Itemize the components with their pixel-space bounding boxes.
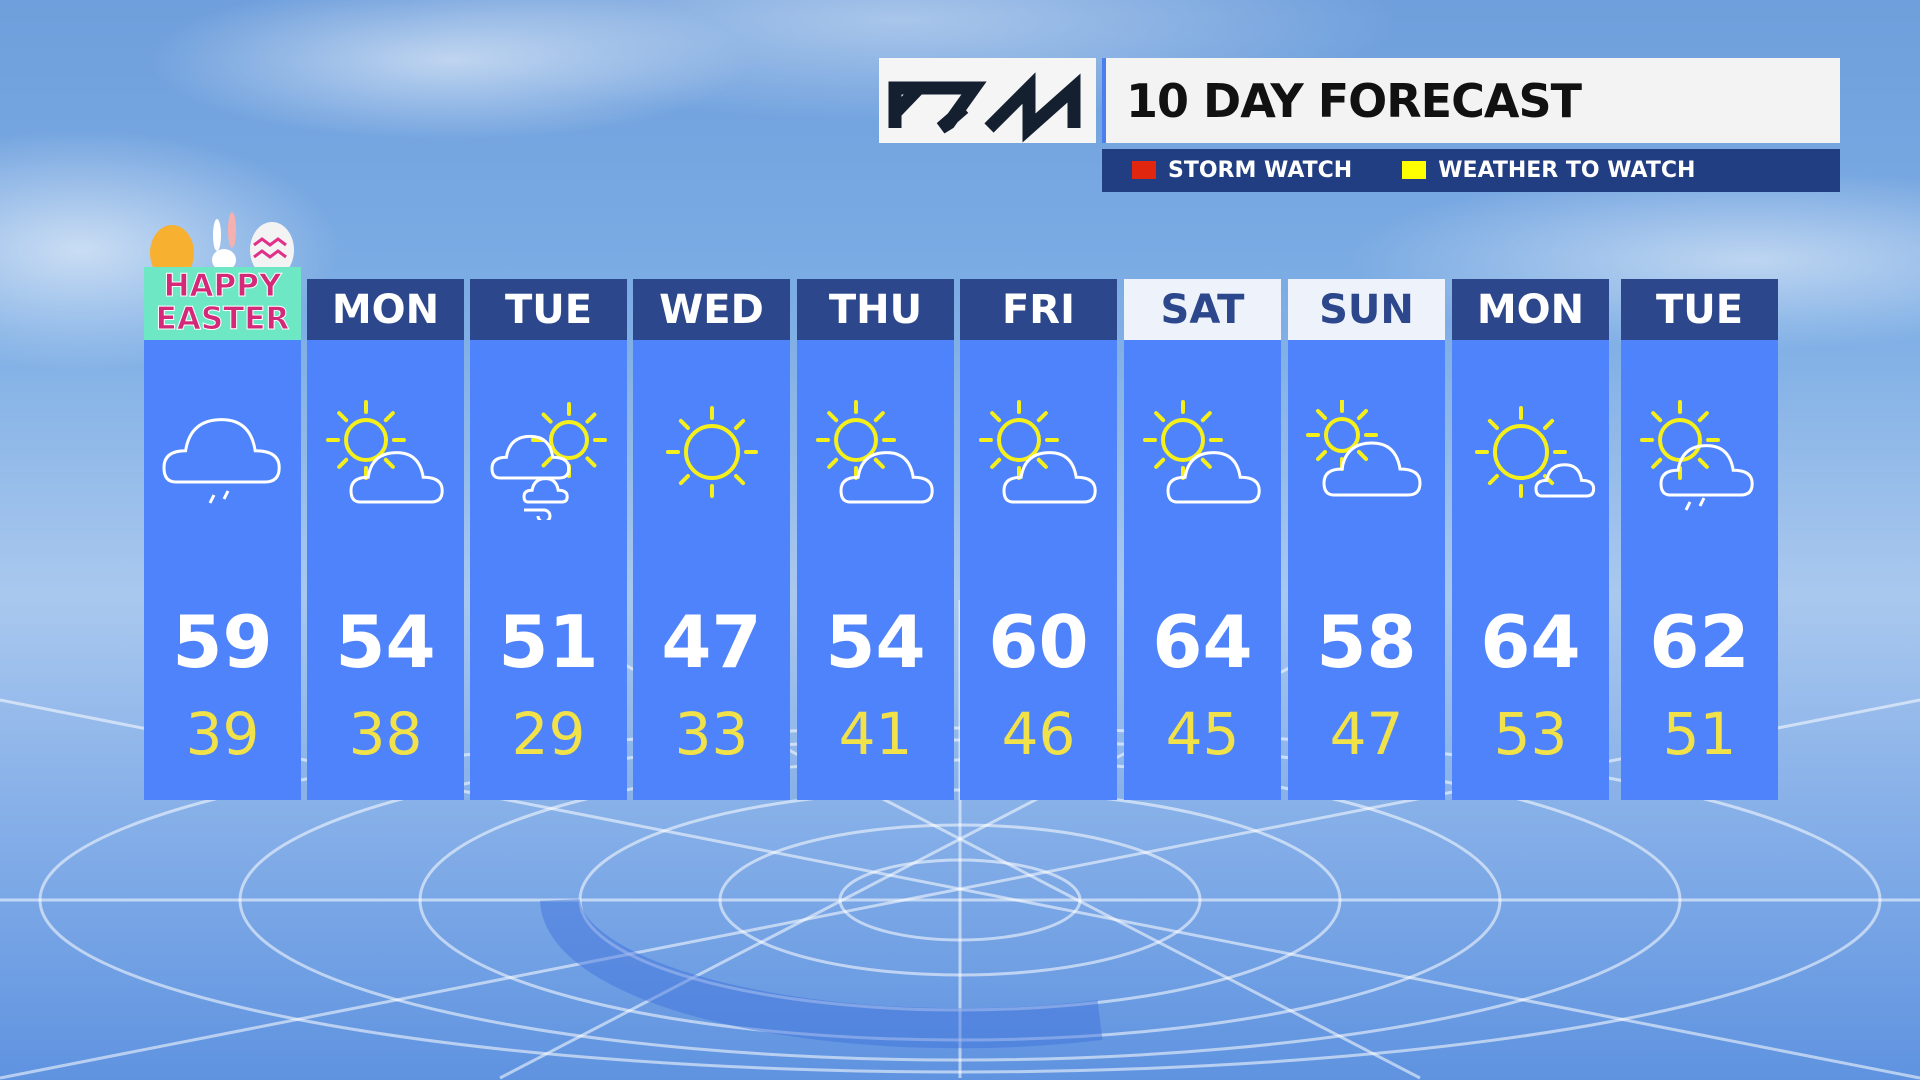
- easter-eggs-bunny-icon: [150, 212, 294, 281]
- kia-logo: [879, 58, 1096, 143]
- high-temp: 47: [661, 600, 762, 684]
- mostly-cloudy-icon: [1306, 400, 1422, 497]
- forecast-day-column: SUN 58 47: [1288, 279, 1445, 800]
- page-title: 10 DAY FORECAST: [1102, 58, 1840, 143]
- low-temp: 53: [1493, 700, 1568, 768]
- day-label: SUN: [1288, 279, 1445, 340]
- high-temp: 64: [1480, 600, 1581, 684]
- forecast-day-column: SAT 64 45: [1124, 279, 1281, 800]
- low-temp: 47: [1329, 700, 1404, 768]
- high-temp: 62: [1649, 600, 1750, 684]
- yellow-swatch-icon: [1402, 161, 1427, 179]
- high-temp: 59: [172, 600, 273, 684]
- forecast-body: 62 51: [1621, 340, 1778, 800]
- low-temp: 39: [185, 700, 260, 768]
- low-temp: 45: [1165, 700, 1240, 768]
- high-temp: 58: [1316, 600, 1417, 684]
- legend-storm-watch: STORM WATCH: [1132, 158, 1352, 183]
- day-label: WED: [633, 279, 790, 340]
- high-temp: 54: [335, 600, 436, 684]
- forecast-body: 64 45: [1124, 340, 1281, 800]
- sunny-icon: [666, 406, 758, 498]
- high-temp: 64: [1152, 600, 1253, 684]
- high-temp: 54: [825, 600, 926, 684]
- high-temp: 60: [988, 600, 1089, 684]
- partly-cloudy-icon: [1143, 400, 1261, 504]
- low-temp: 38: [348, 700, 423, 768]
- forecast-day-column: TUE 62 51: [1621, 279, 1778, 800]
- easter-badge: HAPPY EASTER: [144, 205, 301, 340]
- low-temp: 51: [1662, 700, 1737, 768]
- day-label: TUE: [1621, 279, 1778, 340]
- day-label: THU: [797, 279, 954, 340]
- day-label: TUE: [470, 279, 627, 340]
- forecast-body: 54 41: [797, 340, 954, 800]
- forecast-day-column: MON 54 38: [307, 279, 464, 800]
- day-label: MON: [1452, 279, 1609, 340]
- day-label: FRI: [960, 279, 1117, 340]
- partly-cloudy-icon: [326, 400, 444, 504]
- forecast-body: 51 29: [470, 340, 627, 800]
- day-label: SAT: [1124, 279, 1281, 340]
- low-temp: 29: [511, 700, 586, 768]
- red-swatch-icon: [1132, 161, 1156, 179]
- low-temp: 41: [838, 700, 913, 768]
- forecast-body: 59 39: [144, 340, 301, 800]
- cloudy-windy-sun-icon: [490, 402, 607, 520]
- low-temp: 33: [674, 700, 749, 768]
- forecast-body: 60 46: [960, 340, 1117, 800]
- high-temp: 51: [498, 600, 599, 684]
- sun-rain-cloud-icon: [1640, 400, 1754, 511]
- mostly-sunny-icon: [1475, 406, 1596, 498]
- happy-easter-label: HAPPY EASTER: [144, 267, 301, 340]
- forecast-day-column: THU 54 41: [797, 279, 954, 800]
- forecast-body: 64 53: [1452, 340, 1609, 800]
- legend: STORM WATCH WEATHER TO WATCH: [1102, 149, 1840, 192]
- forecast-day-column: TUE 51 29: [470, 279, 627, 800]
- forecast-day-column: MON 64 53: [1452, 279, 1609, 800]
- forecast-body: 58 47: [1288, 340, 1445, 800]
- forecast-day-column: WED 47 33: [633, 279, 790, 800]
- forecast-day-column: 59 39: [144, 279, 301, 800]
- partly-cloudy-icon: [816, 400, 934, 504]
- day-label: MON: [307, 279, 464, 340]
- rain-cloud-icon: [162, 418, 281, 504]
- partly-cloudy-icon: [979, 400, 1097, 504]
- low-temp: 46: [1001, 700, 1076, 768]
- legend-weather-to-watch: WEATHER TO WATCH: [1402, 158, 1695, 183]
- forecast-body: 47 33: [633, 340, 790, 800]
- forecast-day-column: FRI 60 46: [960, 279, 1117, 800]
- forecast-body: 54 38: [307, 340, 464, 800]
